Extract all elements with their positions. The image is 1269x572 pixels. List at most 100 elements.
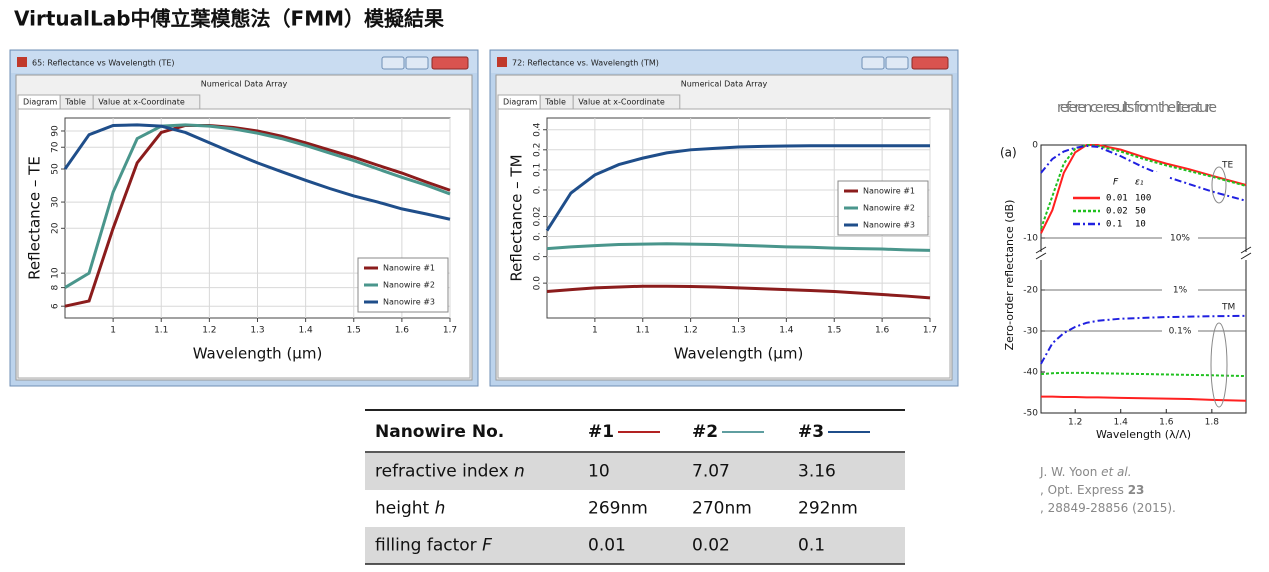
y-tick-label: 0 (1032, 141, 1038, 151)
table-header: #3 (798, 422, 824, 442)
table-cell: 0.02 (692, 536, 730, 556)
y-tick-label: -20 (1023, 286, 1038, 296)
ref-line (1040, 314, 1247, 365)
x-axis-label: Wavelength (µm) (193, 345, 323, 363)
table-cell: 0.1 (798, 536, 825, 556)
data-line (63, 123, 451, 221)
row-label: filling factor F (375, 536, 492, 556)
legend-label: Nanowire #2 (383, 281, 435, 290)
te-ellipse (1211, 166, 1227, 204)
tab-label: Diagram (503, 98, 538, 107)
legend-f: 0.1 (1106, 220, 1122, 230)
app-icon (497, 57, 507, 67)
x-tick-label: 1.2 (1068, 418, 1082, 428)
percent-label: 10% (1170, 234, 1190, 244)
y-tick-label: 20 (51, 222, 61, 234)
row-symbol: n (514, 462, 525, 482)
data-line (64, 123, 451, 308)
ref-line (1040, 143, 1247, 230)
x-tick-label: 1 (110, 326, 116, 336)
row-label: height h (375, 499, 445, 519)
row-label-text: height (375, 499, 435, 519)
ref-line (1040, 371, 1247, 378)
x-tick-label: 1.6 (395, 326, 410, 336)
citation: , 28849-28856 (2015). (1040, 501, 1176, 515)
break-mark (1240, 252, 1252, 260)
window-title: 65: Reflectance vs Wavelength (TE) (32, 59, 175, 68)
x-tick-label: 1.8 (1205, 418, 1220, 428)
y-tick-label: -40 (1023, 368, 1038, 378)
percent-bg (1162, 232, 1198, 244)
window-title: 72: Reflectance vs. Wavelength (TM) (512, 59, 659, 68)
y-tick-label: 0. (533, 232, 543, 241)
ref-line (1040, 144, 1247, 202)
legend-label: Nanowire #3 (383, 298, 435, 307)
y-tick-label: -10 (1023, 234, 1038, 244)
x-axis-label: Wavelength (λ/Λ) (1096, 428, 1191, 441)
row-bg (365, 527, 905, 564)
break-mark (1240, 246, 1252, 254)
tab-label: Value at x-Coordinate (98, 98, 185, 107)
row-label-text: filling factor (375, 536, 482, 556)
y-axis-label: Reflectance – TM (508, 154, 526, 281)
citation-part: , 28849-28856 (2015). (1040, 501, 1176, 515)
close-button[interactable] (431, 56, 469, 70)
tab-label: Diagram (23, 98, 58, 107)
x-tick-label: 1.4 (779, 326, 794, 336)
legend-eps: 10 (1135, 220, 1146, 230)
citation-part: , Opt. Express (1040, 483, 1128, 497)
legend-label: Nanowire #2 (863, 204, 915, 213)
table-cell: 270nm (692, 499, 752, 519)
citation-part: et al. (1101, 465, 1131, 479)
legend-label: Nanowire #1 (383, 264, 435, 273)
legend-header: F (1113, 178, 1119, 188)
y-tick-label: 0. (533, 252, 543, 261)
close-button[interactable] (911, 56, 949, 70)
legend-eps: 100 (1135, 194, 1151, 204)
legend-f: 0.02 (1106, 207, 1128, 217)
slide-title: VirtualLab中傅立葉模態法（FMM）模擬結果 (14, 7, 444, 31)
tab-label: Table (64, 98, 86, 107)
table-header: #1 (588, 422, 614, 442)
x-tick-label: 1.4 (1114, 418, 1129, 428)
row-symbol: h (435, 499, 446, 519)
y-tick-label: 50 (51, 163, 61, 175)
window-button[interactable] (405, 56, 429, 70)
y-tick-label: 0.4 (533, 122, 543, 137)
break-mark (1035, 252, 1047, 260)
x-axis-label: Wavelength (µm) (674, 345, 804, 363)
x-tick-label: 1.5 (827, 326, 841, 336)
table-cell: 3.16 (798, 462, 836, 482)
y-tick-label: 90 (51, 125, 61, 137)
percent-bg (1162, 325, 1198, 337)
x-tick-label: 1.2 (683, 326, 697, 336)
y-tick-label: -30 (1023, 327, 1038, 337)
row-label: refractive index n (375, 462, 525, 482)
tm-label: TM (1221, 303, 1235, 313)
percent-bg (1162, 284, 1198, 296)
ref-title: reference results from the literature (1057, 100, 1217, 116)
te-label: TE (1221, 161, 1233, 171)
window-button[interactable] (885, 56, 909, 70)
y-tick-label: 0.02 (533, 206, 543, 226)
table-header: #2 (692, 422, 718, 442)
window-button[interactable] (861, 56, 885, 70)
window-button[interactable] (381, 56, 405, 70)
ref-line (1041, 395, 1247, 402)
x-tick-label: 1.4 (298, 326, 313, 336)
x-tick-label: 1.1 (154, 326, 168, 336)
citation: J. W. Yoon et al. (1039, 465, 1132, 479)
tab-label: Value at x-Coordinate (578, 98, 665, 107)
legend-label: Nanowire #1 (863, 187, 915, 196)
table-cell: 0.01 (588, 536, 626, 556)
axis-break (1037, 252, 1250, 260)
break-mark (1035, 246, 1047, 254)
x-tick-label: 1.5 (347, 326, 361, 336)
y-axis-label: Reflectance – TE (26, 156, 44, 280)
table-cell: 269nm (588, 499, 648, 519)
y-tick-label: 0.1 (533, 163, 543, 177)
ref-line (1040, 144, 1247, 234)
legend-header: ε₁ (1135, 178, 1144, 188)
